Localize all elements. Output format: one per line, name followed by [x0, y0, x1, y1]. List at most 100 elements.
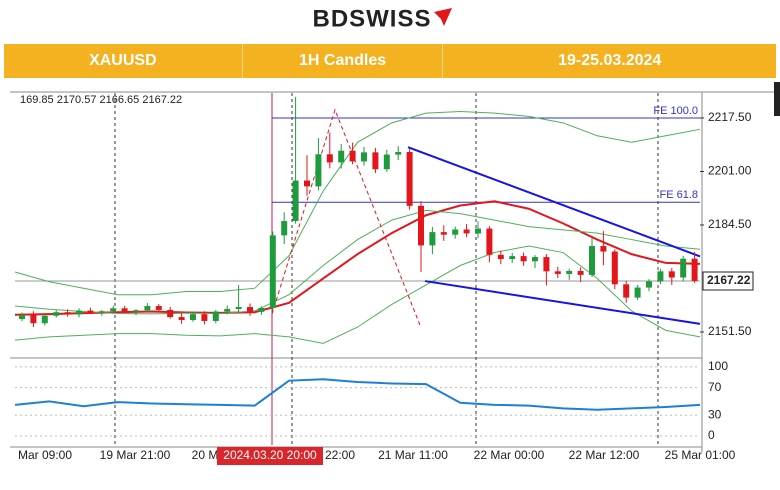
period: 19-25.03.2024: [558, 52, 662, 69]
candle-body: [212, 311, 219, 321]
candle-body: [657, 271, 664, 282]
x-tick-label: 21 Mar 11:00: [378, 448, 448, 462]
candle-body: [668, 271, 675, 278]
plot-bg: [0, 88, 780, 488]
candle-body: [543, 257, 550, 272]
candle-body: [463, 229, 470, 234]
indicator-line: [14, 110, 701, 296]
candle-body: [418, 205, 424, 246]
y-tick-label: 2201.00: [708, 164, 752, 178]
candle-body: [121, 308, 128, 312]
candle-body: [338, 150, 345, 163]
candle-body: [235, 307, 242, 309]
candle-body: [258, 307, 265, 312]
candle-body: [475, 228, 481, 234]
candle-body: [520, 256, 527, 262]
candle-body: [281, 221, 288, 236]
x-tick-label: Mar 09:00: [18, 448, 72, 462]
candle-body: [155, 306, 162, 310]
fe-label: FE 61.8: [659, 189, 698, 201]
candle-body: [361, 152, 367, 162]
logo: BDSWISS: [312, 5, 452, 32]
candle-body: [247, 307, 253, 312]
candle-body: [532, 257, 538, 262]
candle-body: [577, 271, 584, 275]
candle-body: [133, 310, 139, 312]
time-highlight: [217, 447, 323, 465]
osc-tick-label: 30: [708, 407, 722, 421]
y-tick-label: 2217.50: [708, 110, 752, 124]
candle-body: [292, 180, 299, 222]
candle-body: [87, 310, 94, 313]
osc-line: [14, 378, 701, 411]
candle-body: [178, 317, 185, 320]
x-tick-label: 22:00: [325, 448, 355, 462]
x-tick-label: 20 M: [192, 448, 219, 462]
candle-body: [53, 312, 60, 316]
indicator-line: [14, 245, 701, 344]
candle-body: [566, 271, 573, 274]
x-tick-label: 25 Mar 01:00: [665, 448, 736, 462]
osc-tick-label: 70: [708, 380, 722, 394]
candle-body: [623, 284, 630, 298]
channel-upper: [407, 146, 701, 258]
candle-body: [589, 246, 595, 275]
candle-body: [372, 152, 379, 170]
header-bar: XAUUSD 1H Candles 19-25.03.2024: [4, 44, 776, 78]
candle-body: [304, 180, 310, 187]
candle-body: [144, 306, 151, 311]
x-tick-label: 22 Mar 00:00: [474, 448, 545, 462]
candle-body: [190, 314, 196, 320]
candle-body: [98, 311, 105, 313]
timeframe: 1H Candles: [243, 44, 444, 78]
y-tick-label: 2151.50: [708, 324, 752, 338]
y-tick-label: 2184.50: [708, 217, 752, 231]
candle-body: [691, 258, 698, 282]
candle-body: [167, 309, 174, 318]
candle-body: [315, 154, 322, 187]
chart: 169.85 2170.57 2166.65 2167.22 2217.50 22…: [0, 82, 780, 488]
channel-lower: [424, 280, 701, 325]
fe-label: FE 100.0: [653, 105, 698, 117]
candle-body: [269, 235, 276, 308]
candle-body: [452, 229, 459, 235]
candle-body: [429, 232, 436, 246]
last-price-box: [702, 271, 754, 291]
candle-body: [224, 308, 231, 312]
x-tick-label: 19 Mar 21:00: [100, 448, 171, 462]
x-tick-label: 2024.03.20 20:00: [223, 448, 317, 462]
candle-body: [41, 315, 48, 324]
candle-body: [383, 154, 390, 170]
candle-body: [600, 246, 607, 252]
candle-body: [201, 314, 208, 321]
candle-body: [611, 251, 618, 285]
osc-tick-label: 100: [708, 359, 728, 373]
logo-text: BDSWISS: [312, 5, 431, 32]
indicator-line: [14, 200, 701, 316]
candle-body: [406, 152, 413, 206]
candle-body: [634, 287, 641, 298]
candle-body: [646, 281, 652, 288]
candle-body: [554, 271, 561, 274]
candle-body: [76, 310, 82, 315]
symbol: XAUUSD: [4, 44, 243, 78]
candle-body: [440, 232, 447, 235]
candle-body: [110, 308, 117, 312]
candle-body: [19, 314, 25, 320]
candle-body: [509, 256, 516, 260]
fe-projection: [271, 108, 421, 326]
indicator-line: [14, 209, 701, 315]
x-tick-label: 22 Mar 12:00: [569, 448, 640, 462]
candle-body: [395, 152, 402, 155]
logo-mark: [434, 8, 452, 26]
last-price-label: 2167.22: [707, 273, 751, 287]
osc-tick-label: 0: [708, 428, 715, 442]
candle-body: [64, 312, 71, 315]
candle-body: [30, 314, 37, 324]
candle-body: [349, 150, 356, 162]
candle-body: [486, 228, 493, 255]
ohlc-label: 169.85 2170.57 2166.65 2167.22: [20, 94, 182, 106]
scroll-marker: [774, 82, 780, 116]
candle-body: [497, 254, 504, 260]
